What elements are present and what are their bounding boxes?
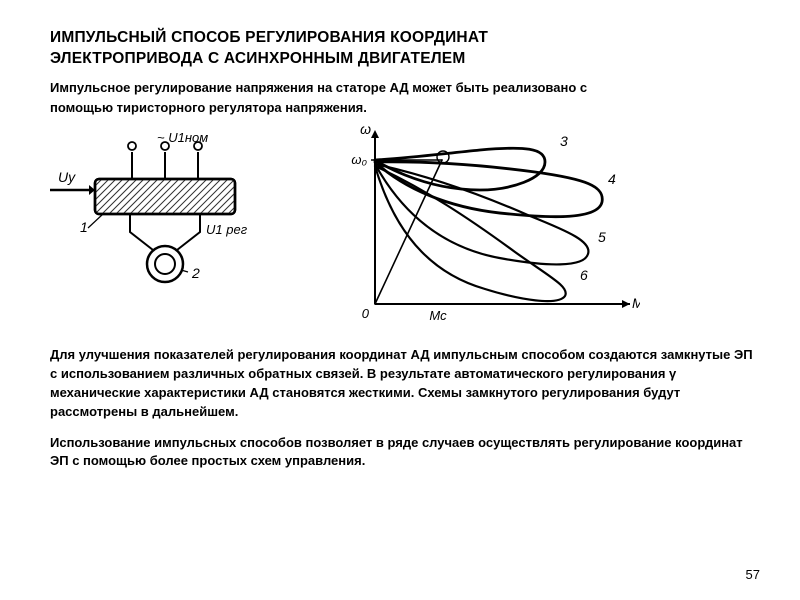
page-number: 57 [746, 567, 760, 582]
svg-text:6: 6 [580, 267, 588, 283]
svg-text:1: 1 [80, 219, 88, 235]
svg-text:5: 5 [598, 229, 606, 245]
svg-text:ω₀: ω₀ [351, 152, 367, 167]
svg-text:4: 4 [608, 171, 616, 187]
svg-text:2: 2 [191, 265, 200, 281]
page-title: ИМПУЛЬСНЫЙ СПОСОБ РЕГУЛИРОВАНИЯ КООРДИНА… [50, 28, 760, 70]
title-line-2: ЭЛЕКТРОПРИВОДА С АСИНХРОННЫМ ДВИГАТЕЛЕМ [50, 50, 465, 67]
svg-text:U1 рег: U1 рег [206, 222, 248, 237]
svg-text:Mс: Mс [429, 308, 447, 323]
body-paragraph-2: Использование импульсных способов позвол… [50, 434, 760, 472]
svg-text:Uу: Uу [58, 169, 76, 185]
body-paragraph-1: Для улучшения показателей регулирования … [50, 346, 760, 421]
title-line-1: ИМПУЛЬСНЫЙ СПОСОБ РЕГУЛИРОВАНИЯ КООРДИНА… [50, 29, 488, 46]
intro-line-2: помощью тиристорного регулятора напряжен… [50, 100, 367, 115]
figure: Uу ~ U1ном U1 рег 1 2 ω ω₀ 0 M Mс 3 4 5 6 [40, 124, 640, 334]
svg-text:0: 0 [362, 306, 370, 321]
svg-text:3: 3 [560, 133, 568, 149]
svg-text:ω: ω [360, 124, 371, 137]
intro-text: Импульсное регулирование напряжения на с… [50, 78, 760, 118]
svg-text:M: M [632, 295, 640, 311]
intro-line-1: Импульсное регулирование напряжения на с… [50, 80, 587, 95]
svg-text:~ U1ном: ~ U1ном [157, 130, 208, 145]
